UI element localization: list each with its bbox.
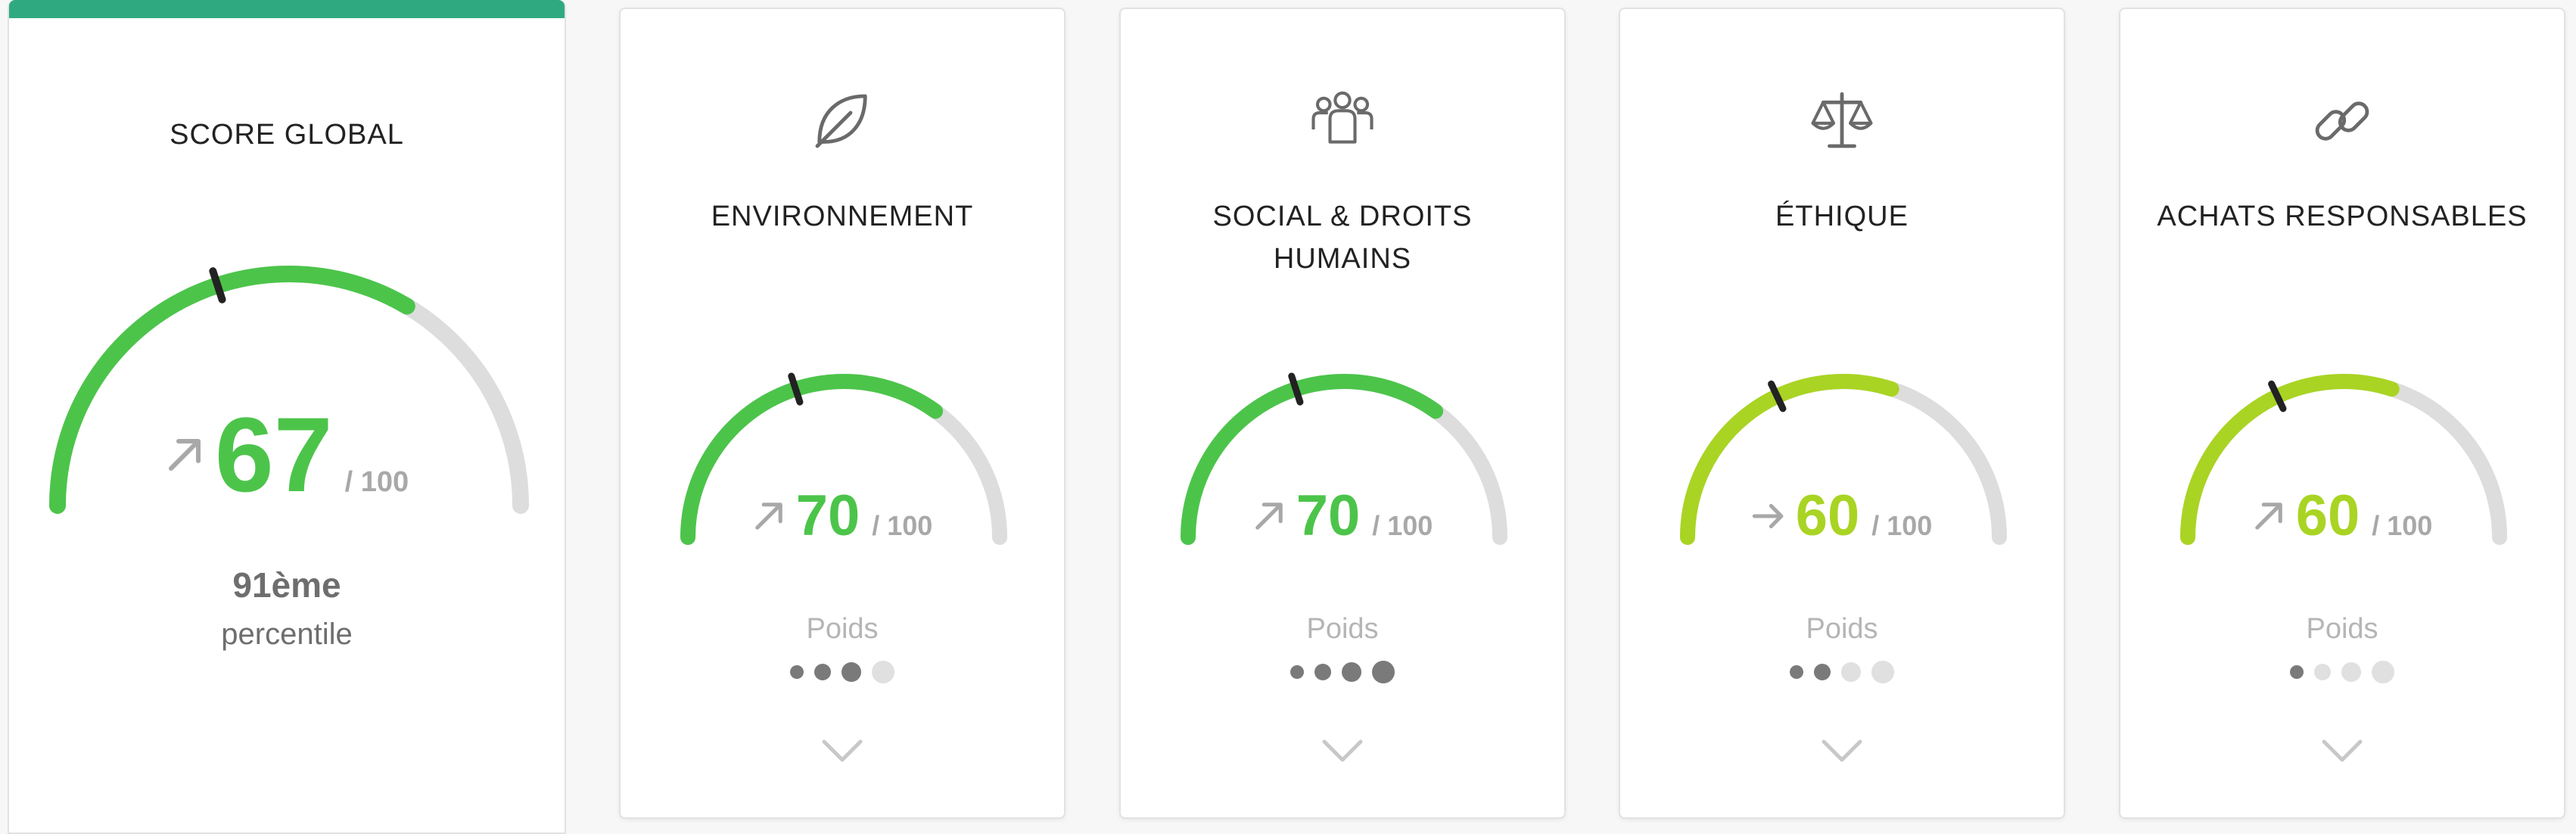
leaf-icon xyxy=(809,88,876,158)
global-score-title: SCORE GLOBAL xyxy=(170,119,404,151)
global-score-gauge xyxy=(49,266,529,514)
category-score-max: / 100 xyxy=(1871,510,1933,541)
arrow-up-right-icon xyxy=(1255,502,1283,530)
weight-dot xyxy=(1372,661,1395,683)
weight-dot xyxy=(2290,665,2304,679)
weight-dot xyxy=(1290,665,1304,679)
weight-label: Poids xyxy=(1306,613,1379,645)
category-card-achats: ACHATS RESPONSABLES 60 / 100 Poids xyxy=(2119,8,2565,819)
weight-dot xyxy=(2341,662,2361,682)
category-gauge xyxy=(1181,372,1507,545)
gauge-needle xyxy=(2268,380,2287,412)
category-score-value: 70 xyxy=(795,484,860,548)
chevron-down-icon[interactable] xyxy=(1819,737,1865,764)
chain-link-icon xyxy=(2309,88,2375,158)
gauge-fill xyxy=(49,266,415,514)
weight-dot xyxy=(1814,664,1831,680)
weight-dots xyxy=(1121,657,1564,687)
global-score-max: / 100 xyxy=(344,466,409,498)
category-score-value: 60 xyxy=(2295,484,2360,548)
category-gauge xyxy=(680,372,1007,545)
global-card-accent-bar xyxy=(9,0,565,18)
weight-dots xyxy=(1620,657,2064,687)
gauge-fill xyxy=(2180,374,2400,545)
scales-icon xyxy=(1809,88,1875,158)
gauge-needle xyxy=(788,372,804,406)
category-title-line-2: HUMAINS xyxy=(1273,243,1412,275)
category-card-social: SOCIAL & DROITS HUMAINS 70 / 100 Poids xyxy=(1119,8,1566,819)
category-title: ÉTHIQUE xyxy=(1620,195,2064,238)
global-rank: 91ème xyxy=(232,565,341,605)
category-title-line-1: ENVIRONNEMENT xyxy=(711,201,974,232)
weight-dot xyxy=(814,664,831,680)
gauge-fill xyxy=(680,374,944,545)
people-group-icon xyxy=(1309,88,1376,158)
category-score-value: 70 xyxy=(1296,484,1361,548)
chevron-down-icon[interactable] xyxy=(2319,737,2365,764)
weight-dot xyxy=(1790,665,1803,679)
category-score-max: / 100 xyxy=(1372,510,1433,541)
gauge-needle xyxy=(1768,380,1787,412)
weight-dot xyxy=(872,661,894,683)
category-title-line-1: ÉTHIQUE xyxy=(1775,201,1909,232)
category-title: ACHATS RESPONSABLES xyxy=(2120,195,2564,238)
category-score-max: / 100 xyxy=(2372,510,2433,541)
category-gauge xyxy=(2180,374,2507,545)
category-score-value: 60 xyxy=(1795,484,1860,548)
weight-dot xyxy=(2372,661,2394,683)
category-title: SOCIAL & DROITS HUMAINS xyxy=(1121,195,1564,280)
gauge-needle xyxy=(1288,372,1304,406)
weight-dot xyxy=(2314,664,2331,680)
weight-label: Poids xyxy=(2306,613,2378,645)
chevron-down-icon[interactable] xyxy=(1320,737,1365,764)
weight-dots xyxy=(2120,657,2564,687)
arrow-right-icon xyxy=(1752,503,1784,528)
weight-label: Poids xyxy=(1806,613,1878,645)
arrow-up-right-icon xyxy=(168,439,201,471)
gauge-fill xyxy=(1680,374,1899,545)
arrow-up-right-icon xyxy=(754,502,782,530)
category-score-line: 70 / 100 xyxy=(1121,483,1564,549)
category-score-line: 60 / 100 xyxy=(1620,483,2064,549)
category-title: ENVIRONNEMENT xyxy=(621,195,1064,238)
gauge-fill xyxy=(1181,374,1444,545)
category-card-ethique: ÉTHIQUE 60 / 100 Poids xyxy=(1619,8,2065,819)
category-title-line-1: ACHATS RESPONSABLES xyxy=(2157,201,2528,232)
category-gauge xyxy=(1680,374,2007,545)
category-score-max: / 100 xyxy=(872,510,933,541)
category-title-line-1: SOCIAL & DROITS xyxy=(1212,201,1473,232)
weight-dot xyxy=(1871,661,1894,683)
category-score-line: 60 / 100 xyxy=(2120,483,2564,549)
global-score-card: SCORE GLOBAL 67 / 100 91ème percentile xyxy=(8,0,566,834)
category-score-line: 70 / 100 xyxy=(621,483,1064,549)
weight-dot xyxy=(1841,662,1861,682)
weight-dot xyxy=(790,665,804,679)
weight-dot xyxy=(1342,662,1361,682)
weight-dot xyxy=(842,662,861,682)
weight-dot xyxy=(1314,664,1331,680)
global-score-value: 67 xyxy=(214,395,333,514)
weight-label: Poids xyxy=(806,613,879,645)
category-card-environnement: ENVIRONNEMENT 70 / 100 Poids xyxy=(619,8,1066,819)
arrow-up-right-icon xyxy=(2254,502,2282,530)
chevron-down-icon[interactable] xyxy=(820,737,865,764)
weight-dots xyxy=(621,657,1064,687)
global-score-line: 67 / 100 xyxy=(9,394,565,516)
global-percentile-label: percentile xyxy=(221,618,353,651)
gauge-needle xyxy=(209,267,226,303)
